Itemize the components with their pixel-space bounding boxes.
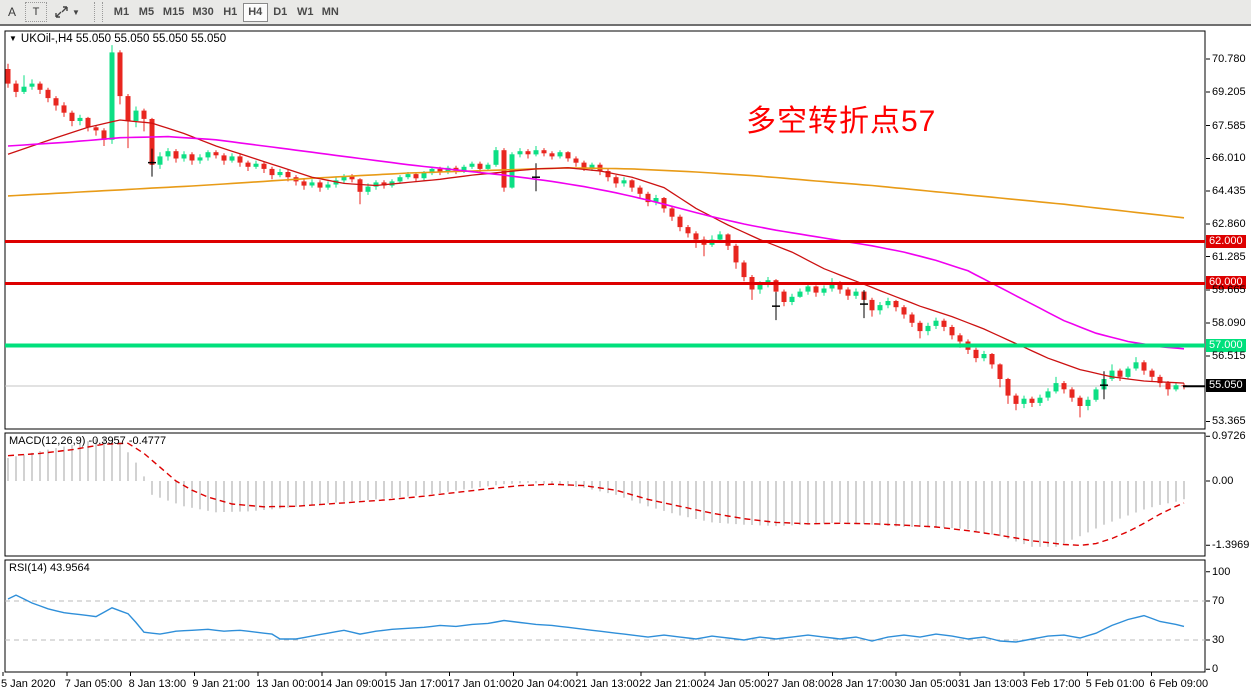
macd-name: MACD(12,26,9) — [9, 435, 86, 447]
price-tick-label: 64.435 — [1212, 185, 1246, 198]
price-tick-label: 70.780 — [1212, 53, 1246, 66]
annotation-text-button[interactable]: A — [1, 2, 23, 22]
arrows-icon — [55, 6, 68, 18]
timeframe-button-M15[interactable]: M15 — [159, 3, 188, 22]
time-label: 17 Jan 01:00 — [447, 678, 512, 690]
rsi-tick-label: 0 — [1212, 663, 1219, 676]
time-label: 21 Jan 13:00 — [575, 678, 639, 690]
macd-signal-line — [7, 442, 1185, 547]
timeframe-button-D1[interactable]: D1 — [268, 3, 293, 22]
timeframe-button-M30[interactable]: M30 — [188, 3, 217, 22]
rsi-tick-label: 100 — [1212, 565, 1231, 578]
symbol-ohlc-text: UKOil-,H4 55.050 55.050 55.050 55.050 — [20, 33, 227, 45]
price-tick-label: 58.090 — [1212, 317, 1246, 329]
price-tick-label: 59.665 — [1212, 284, 1246, 297]
time-label: 5 Jan 2020 — [1, 678, 56, 690]
rsi-tick-label: 70 — [1212, 595, 1225, 607]
price-tick-label: 53.365 — [1212, 415, 1246, 428]
doji-markers — [148, 148, 1108, 400]
panel-frames — [4, 30, 1206, 673]
time-label: 14 Jan 09:00 — [320, 678, 384, 690]
timeframe-button-M5[interactable]: M5 — [134, 3, 159, 22]
toolbar-separator — [93, 2, 103, 22]
time-label: 30 Jan 05:00 — [894, 678, 958, 690]
price-tick-label: 67.585 — [1212, 119, 1246, 132]
time-label: 8 Jan 13:00 — [128, 678, 187, 690]
price-tick-label: 56.515 — [1212, 349, 1246, 362]
macd-indicator-label: MACD(12,26,9) -0.3957 -0.4777 — [9, 435, 166, 447]
rsi-tick-label: 30 — [1212, 634, 1225, 646]
rsi-name: RSI(14) — [9, 562, 47, 574]
timeframe-button-H4[interactable]: H4 — [242, 2, 268, 22]
time-label: 5 Feb 01:00 — [1085, 678, 1145, 690]
toolbar: A T ▼ M1 M5 M15 M30 H1 H4 D1 W1 MN — [0, 0, 1251, 26]
time-label: 15 Jan 17:00 — [383, 678, 448, 690]
chart-title: ▼ UKOil-,H4 55.050 55.050 55.050 55.050 — [9, 33, 226, 45]
time-label: 20 Jan 04:00 — [511, 678, 576, 690]
chart-annotation-text[interactable]: 多空转折点57 — [746, 105, 937, 138]
rsi-panel-frame — [4, 559, 1206, 673]
time-label: 7 Jan 05:00 — [64, 678, 123, 690]
timeframe-button-H1[interactable]: H1 — [218, 3, 243, 22]
dropdown-caret-icon: ▼ — [72, 7, 80, 17]
price-tick-label: 66.010 — [1212, 152, 1246, 165]
time-label: 9 Jan 21:00 — [192, 678, 250, 690]
rsi-line — [7, 594, 1185, 643]
main-panel-frame — [4, 30, 1206, 430]
price-tick-label: 69.205 — [1212, 85, 1246, 98]
time-label: 3 Feb 17:00 — [1021, 678, 1081, 690]
timeframe-button-M1[interactable]: M1 — [109, 3, 134, 22]
ma-slow-line — [7, 166, 1185, 219]
timeframe-button-MN[interactable]: MN — [318, 3, 343, 22]
price-tick-label: 62.860 — [1212, 217, 1246, 230]
time-label: 24 Jan 05:00 — [702, 678, 767, 690]
symbol-dropdown-icon: ▼ — [9, 34, 17, 43]
rsi-value: 43.9564 — [49, 562, 90, 574]
ma-medium-line — [7, 135, 1185, 350]
time-label: 27 Jan 08:00 — [766, 678, 831, 690]
macd-tick-label: 0.9726 — [1212, 430, 1246, 443]
time-label: 31 Jan 13:00 — [958, 678, 1022, 690]
rsi-indicator-label: RSI(14) 43.9564 — [9, 562, 90, 574]
hline-price-tag: 62.000 — [1206, 234, 1246, 248]
time-label: 6 Feb 09:00 — [1149, 678, 1209, 690]
arrows-tool-button[interactable]: ▼ — [49, 2, 85, 22]
text-label-tool-button[interactable]: T — [25, 2, 47, 22]
timeframe-button-W1[interactable]: W1 — [293, 3, 318, 22]
candlestick-series — [5, 45, 1187, 418]
macd-tick-label: -1.3969 — [1212, 539, 1250, 552]
macd-panel-frame — [4, 432, 1206, 557]
time-label: 13 Jan 00:00 — [256, 678, 320, 690]
time-label: 28 Jan 17:00 — [830, 678, 895, 690]
rsi-panel — [5, 600, 1205, 641]
price-tick-label: 61.285 — [1212, 250, 1246, 263]
current-price-tag: 55.050 — [1206, 379, 1246, 393]
macd-values: -0.3957 -0.4777 — [88, 435, 167, 447]
timeframe-bar: M1 M5 M15 M30 H1 H4 D1 W1 MN — [109, 2, 343, 22]
ma-fast-line — [7, 119, 1185, 384]
hline-price-tag: 57.000 — [1206, 338, 1246, 352]
hline-price-tag: 60.000 — [1206, 276, 1246, 290]
time-label: 22 Jan 21:00 — [639, 678, 703, 690]
macd-tick-label: 0.00 — [1212, 475, 1234, 487]
